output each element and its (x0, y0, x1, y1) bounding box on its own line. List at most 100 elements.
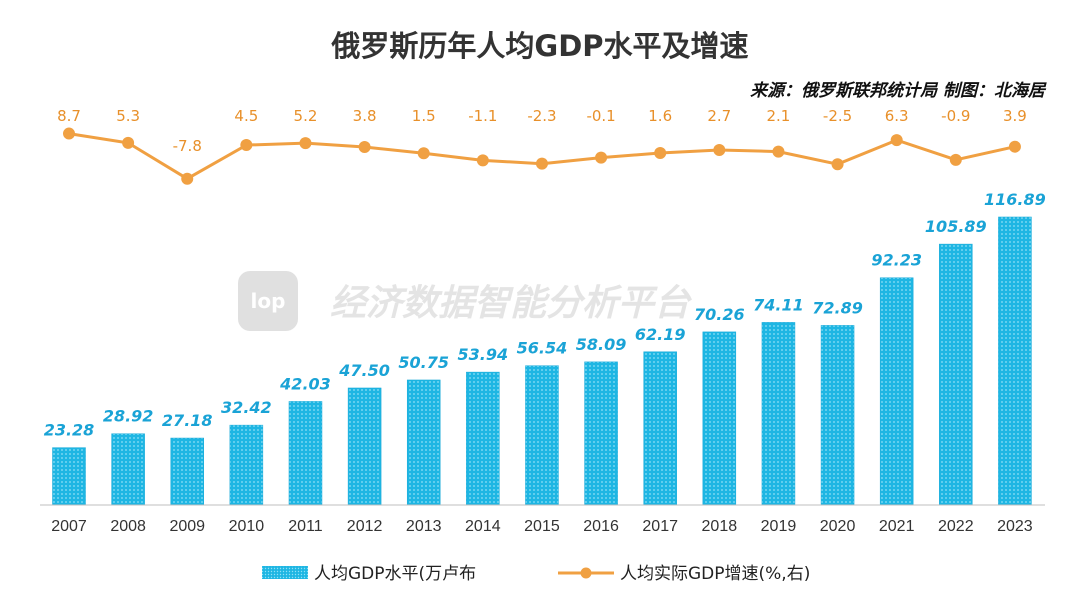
legend-bar-label: 人均GDP水平(万卢布 (314, 564, 476, 584)
growth-point-2015 (535, 157, 548, 170)
growth-point-2021 (890, 134, 903, 147)
x-tick-2017: 2017 (642, 518, 678, 535)
growth-label-2015: -2.3 (527, 107, 556, 125)
bar-2014 (466, 371, 500, 506)
growth-point-2017 (654, 146, 667, 159)
growth-label-2014: -1.1 (468, 107, 497, 125)
x-tick-2019: 2019 (761, 518, 797, 535)
watermark-text: 经济数据智能分析平台 (330, 283, 692, 324)
growth-point-2012 (358, 140, 371, 153)
bar-label-2015: 56.54 (517, 339, 568, 358)
x-tick-2020: 2020 (820, 518, 856, 535)
bar-labels: 23.28 28.92 27.18 32.42 42.03 47.50 50.75 53.94… (44, 190, 1046, 440)
bar-label-2019: 74.11 (753, 295, 804, 314)
bar-2008 (111, 433, 145, 506)
growth-point-2007 (63, 127, 75, 140)
bar-series (52, 216, 1032, 506)
growth-point-2023 (1008, 140, 1021, 153)
growth-label-2010: 4.5 (234, 107, 258, 125)
x-tick-2021: 2021 (879, 518, 915, 535)
bar-label-2010: 32.42 (221, 398, 272, 417)
growth-label-2018: 2.7 (707, 107, 731, 125)
legend-line-label: 人均实际GDP增速(%,右) (620, 564, 810, 584)
watermark-logo-icon (238, 271, 298, 331)
bar-2022 (939, 243, 973, 506)
growth-labels: 8.7 5.3 -7.8 4.5 5.2 3.8 1.5 -1.1 -2.3 -0.1 1.6 2.7… (57, 107, 1027, 155)
x-tick-2018: 2018 (702, 518, 738, 535)
bar-label-2023: 116.89 (984, 190, 1046, 209)
growth-point-2011 (299, 137, 312, 150)
bar-label-2008: 28.92 (103, 407, 154, 426)
growth-label-2017: 1.6 (648, 107, 672, 125)
bar-2011 (288, 401, 323, 506)
x-tick-2008: 2008 (110, 518, 146, 535)
x-tick-2016: 2016 (583, 518, 619, 535)
x-tick-2022: 2022 (938, 518, 974, 535)
growth-point-2010 (240, 139, 253, 152)
growth-label-2009: -7.8 (173, 137, 202, 155)
source-note: 来源：俄罗斯联邦统计局 制图：北海居 (750, 81, 1047, 101)
legend-line-marker (580, 567, 592, 579)
x-tick-2010: 2010 (229, 518, 265, 535)
x-tick-2013: 2013 (406, 518, 442, 535)
growth-label-2021: 6.3 (885, 107, 909, 125)
growth-label-2022: -0.9 (941, 107, 970, 125)
watermark-logo-text: lop (251, 289, 286, 313)
x-axis-ticks: 2007 2008 2009 2010 2011 2012 2013 2014 2015 2016… (51, 518, 1033, 535)
bar-2015 (525, 365, 559, 506)
growth-point-2022 (949, 153, 962, 166)
bar-label-2020: 72.89 (812, 298, 863, 317)
growth-label-2023: 3.9 (1003, 107, 1027, 125)
bar-2007 (52, 447, 86, 506)
bar-label-2007: 23.28 (44, 421, 95, 440)
growth-label-2012: 3.8 (353, 107, 377, 125)
growth-point-2009 (181, 172, 194, 185)
bar-label-2016: 58.09 (576, 335, 627, 354)
bar-2019 (761, 322, 796, 506)
bar-label-2011: 42.03 (279, 374, 331, 393)
growth-point-2016 (595, 151, 608, 164)
legend: 人均GDP水平(万卢布 人均实际GDP增速(%,右) (262, 564, 810, 584)
bar-2012 (347, 387, 382, 506)
bar-label-2013: 50.75 (398, 353, 449, 372)
growth-label-2020: -2.5 (823, 107, 852, 125)
bar-label-2014: 53.94 (458, 345, 509, 364)
chart-title: 俄罗斯历年人均GDP水平及增速 (330, 29, 748, 63)
growth-label-2013: 1.5 (412, 107, 436, 125)
x-tick-2007: 2007 (51, 518, 87, 535)
growth-point-2019 (772, 145, 785, 158)
growth-point-2014 (476, 154, 489, 167)
bar-label-2018: 70.26 (694, 305, 745, 324)
bar-label-2009: 27.18 (162, 411, 213, 430)
growth-point-2020 (831, 158, 844, 171)
growth-line (68, 132, 1016, 181)
growth-point-2008 (122, 136, 135, 149)
bar-2023 (998, 216, 1032, 506)
bar-2010 (229, 424, 264, 506)
x-tick-2014: 2014 (465, 518, 501, 535)
growth-label-2019: 2.1 (767, 107, 791, 125)
growth-label-2011: 5.2 (294, 107, 318, 125)
bar-label-2017: 62.19 (635, 325, 686, 344)
bar-2021 (879, 277, 914, 506)
bar-2009 (170, 437, 204, 506)
growth-label-2008: 5.3 (116, 107, 140, 125)
bar-label-2021: 92.23 (871, 251, 922, 270)
bar-2017 (643, 351, 677, 506)
growth-point-2013 (417, 147, 430, 160)
growth-label-2016: -0.1 (586, 107, 615, 125)
bar-2020 (820, 325, 855, 506)
watermark: lop 经济数据智能分析平台 (238, 271, 692, 331)
bar-label-2012: 47.50 (338, 361, 390, 380)
bar-2018 (702, 331, 737, 506)
growth-label-2007: 8.7 (57, 107, 81, 125)
legend-bar-swatch (262, 566, 308, 579)
bar-2016 (584, 361, 618, 506)
x-tick-2009: 2009 (169, 518, 205, 535)
x-tick-2023: 2023 (997, 518, 1033, 535)
bar-label-2022: 105.89 (925, 217, 987, 236)
x-tick-2012: 2012 (347, 518, 383, 535)
growth-point-2018 (713, 143, 726, 156)
bar-2013 (406, 379, 441, 506)
